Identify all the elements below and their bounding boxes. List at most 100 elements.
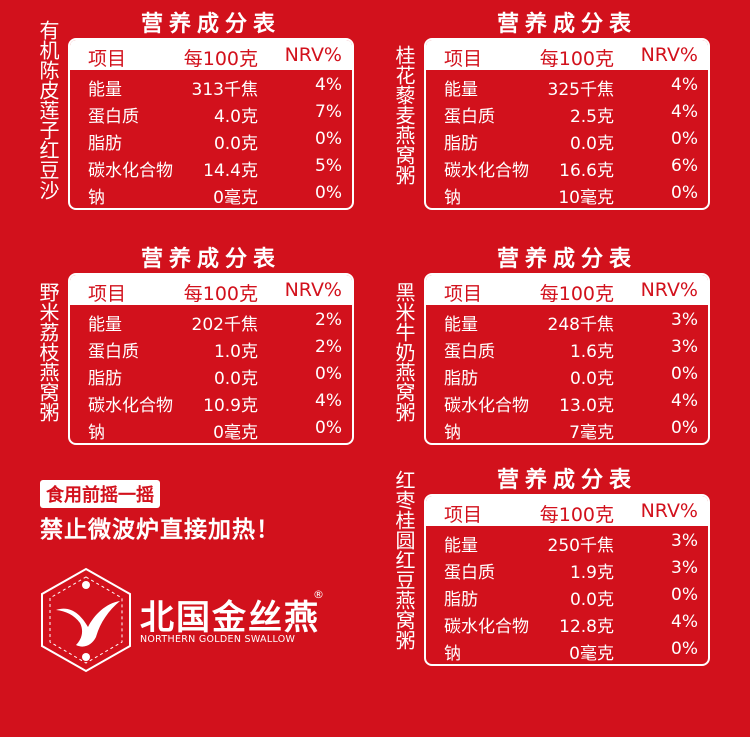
table-cell: 钠 [444, 644, 461, 664]
table-cell: 0% [671, 364, 698, 384]
table-cell: 14.4克 [203, 161, 258, 181]
table-cell: 碳水化合物 [444, 617, 529, 637]
table-cell: 0.0克 [569, 134, 614, 154]
table-cell: 脂肪 [444, 590, 478, 610]
table-cell: 蛋白质 [444, 342, 495, 362]
table-cell: 0% [671, 585, 698, 605]
table-cell: 0毫克 [213, 423, 258, 443]
brand-name: 北国金丝燕 [140, 598, 320, 638]
table-cell: 325千焦 [547, 80, 614, 100]
table-cell: 能量 [444, 315, 478, 335]
product-name: 野米荔枝燕窝粥 [36, 282, 60, 422]
notice-tag: 食用前摇一摇 [40, 480, 160, 508]
table-title: 营养成分表 [140, 247, 281, 272]
header-cell: NRV% [640, 500, 698, 522]
table-cell: 0.0克 [569, 590, 614, 610]
table-cell: 0% [671, 183, 698, 203]
table-cell: 4% [671, 612, 698, 632]
table-cell: 202千焦 [191, 315, 258, 335]
table-header: 项目 每100克 NRV% [70, 40, 352, 70]
table-title: 营养成分表 [140, 12, 281, 37]
table-cell: 脂肪 [88, 369, 122, 389]
table-cell: 碳水化合物 [88, 161, 173, 181]
table-cell: 3% [671, 531, 698, 551]
brand-emblem [41, 567, 131, 673]
product-name: 有机陈皮莲子红豆沙 [36, 20, 60, 200]
table-cell: 能量 [444, 80, 478, 100]
table-cell: 1.9克 [569, 563, 614, 583]
product-name: 黑米牛奶燕窝粥 [392, 282, 416, 422]
table-cell: 12.8克 [559, 617, 614, 637]
table-cell: 0.0克 [213, 134, 258, 154]
table-cell: 蛋白质 [88, 342, 139, 362]
table-cell: 0% [315, 364, 342, 384]
table-cell: 能量 [444, 536, 478, 556]
table-cell: 0% [671, 418, 698, 438]
header-cell: 每100克 [539, 504, 614, 526]
table-cell: 4% [671, 391, 698, 411]
table-cell: 碳水化合物 [88, 396, 173, 416]
table-cell: 10毫克 [558, 188, 614, 208]
header-cell: 项目 [444, 48, 483, 70]
table-cell: 能量 [88, 80, 122, 100]
nutrition-table: 项目 每100克 NRV% 能量 248千焦 3% 蛋白质 1.6克 3% 脂肪 0.0克 0% 碳水化… [424, 273, 710, 445]
table-cell: 2.5克 [569, 107, 614, 127]
table-cell: 248千焦 [547, 315, 614, 335]
table-cell: 0% [315, 418, 342, 438]
table-cell: 7% [315, 102, 342, 122]
table-cell: 钠 [88, 423, 105, 443]
table-cell: 蛋白质 [444, 563, 495, 583]
table-cell: 碳水化合物 [444, 396, 529, 416]
table-cell: 7毫克 [569, 423, 614, 443]
nutrition-table: 项目 每100克 NRV% 能量 250千焦 3% 蛋白质 1.9克 3% 脂肪 0.0克 0% 碳水化… [424, 494, 710, 666]
table-cell: 钠 [444, 188, 461, 208]
table-cell: 能量 [88, 315, 122, 335]
table-cell: 蛋白质 [88, 107, 139, 127]
nutrition-table: 项目 每100克 NRV% 能量 313千焦 4% 蛋白质 4.0克 7% 脂肪 0.0克 0% 碳水化… [68, 38, 354, 210]
table-cell: 0.0克 [569, 369, 614, 389]
table-cell: 0% [315, 183, 342, 203]
header-cell: NRV% [640, 279, 698, 301]
table-cell: 3% [671, 310, 698, 330]
header-cell: NRV% [640, 44, 698, 66]
table-header: 项目 每100克 NRV% [426, 496, 708, 526]
nutrition-table: 项目 每100克 NRV% 能量 202千焦 2% 蛋白质 1.0克 2% 脂肪 0.0克 0% 碳水化… [68, 273, 354, 445]
table-cell: 蛋白质 [444, 107, 495, 127]
table-cell: 0毫克 [213, 188, 258, 208]
table-cell: 0% [671, 129, 698, 149]
notice-warning: 禁止微波炉直接加热！ [40, 517, 280, 543]
table-cell: 250千焦 [547, 536, 614, 556]
header-cell: 项目 [444, 504, 483, 526]
brand-mark: ® [313, 588, 324, 601]
table-cell: 4% [315, 391, 342, 411]
table-cell: 脂肪 [88, 134, 122, 154]
table-cell: 脂肪 [444, 134, 478, 154]
table-cell: 4% [315, 75, 342, 95]
table-title: 营养成分表 [496, 247, 637, 272]
product-name: 红枣桂圆红豆燕窝粥 [392, 470, 416, 650]
table-cell: 碳水化合物 [444, 161, 529, 181]
table-title: 营养成分表 [496, 468, 637, 493]
table-cell: 5% [315, 156, 342, 176]
header-cell: NRV% [284, 279, 342, 301]
table-cell: 13.0克 [559, 396, 614, 416]
table-header: 项目 每100克 NRV% [70, 275, 352, 305]
table-cell: 2% [315, 337, 342, 357]
header-cell: 项目 [88, 283, 127, 305]
header-cell: 每100克 [539, 283, 614, 305]
table-cell: 10.9克 [203, 396, 258, 416]
table-cell: 6% [671, 156, 698, 176]
table-cell: 脂肪 [444, 369, 478, 389]
table-cell: 313千焦 [191, 80, 258, 100]
table-cell: 0.0克 [213, 369, 258, 389]
header-cell: 每100克 [183, 283, 258, 305]
table-cell: 3% [671, 558, 698, 578]
header-cell: NRV% [284, 44, 342, 66]
table-cell: 0毫克 [569, 644, 614, 664]
header-cell: 每100克 [183, 48, 258, 70]
table-cell: 16.6克 [559, 161, 614, 181]
table-cell: 4% [671, 102, 698, 122]
product-name: 桂花藜麦燕窝粥 [392, 45, 416, 185]
table-cell: 0% [315, 129, 342, 149]
